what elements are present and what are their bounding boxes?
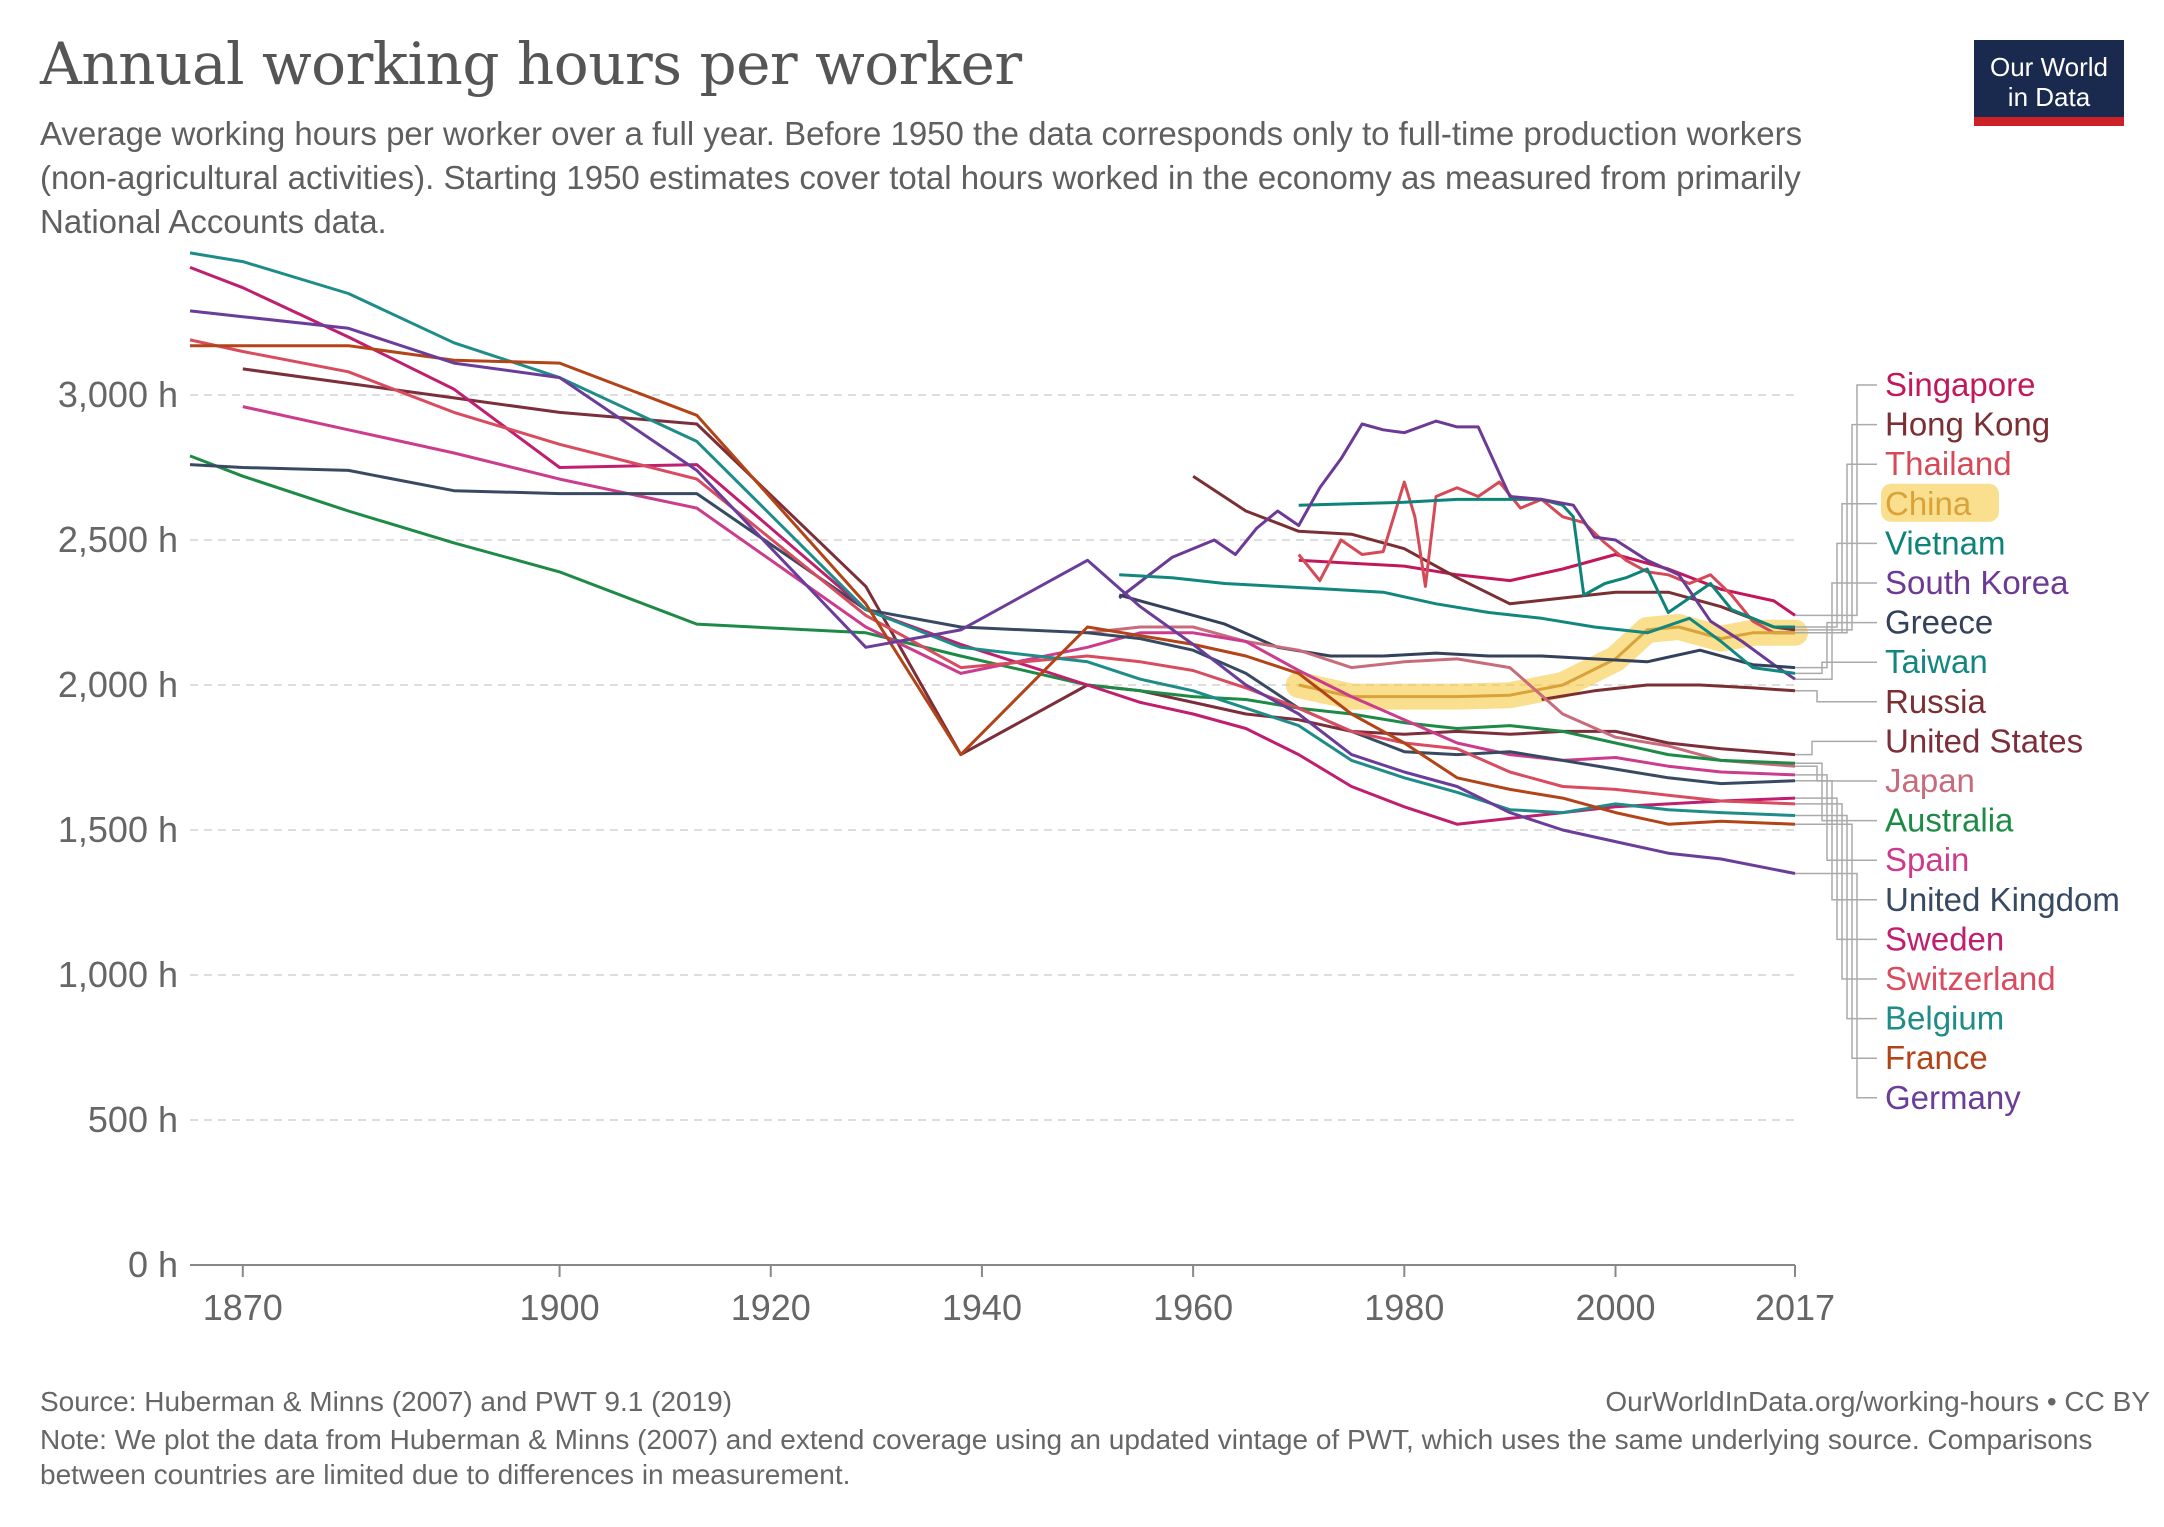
- legend-connector: [1795, 762, 1877, 822]
- x-axis: 1870 1900 1920 1940 1960 1980 2000 2017: [190, 1264, 1835, 1328]
- legend-connector: [1795, 661, 1877, 675]
- legend-label[interactable]: United Kingdom: [1885, 881, 2120, 918]
- logo-line-1: Our World: [1990, 52, 2108, 82]
- x-tick-label: 1960: [1153, 1287, 1233, 1328]
- source-text: Source: Huberman & Minns (2007) and PWT …: [40, 1386, 733, 1417]
- legend-connector: [1795, 740, 1877, 756]
- legend-label[interactable]: Taiwan: [1885, 643, 1988, 680]
- series-line[interactable]: [1118, 419, 1796, 681]
- series-line[interactable]: [1298, 625, 1795, 699]
- series-line[interactable]: [190, 344, 1796, 826]
- legend-label[interactable]: Germany: [1885, 1079, 2021, 1116]
- x-tick-label: 1920: [731, 1287, 811, 1328]
- series-layer: [189, 251, 1796, 875]
- series-line[interactable]: [1087, 625, 1796, 768]
- legend-label[interactable]: Russia: [1885, 683, 1987, 720]
- grid-layer: [190, 394, 1795, 1121]
- y-tick-label: 2,500 h: [58, 519, 178, 560]
- legend-label[interactable]: Thailand: [1885, 445, 2012, 482]
- logo-line-2: in Data: [2007, 82, 2091, 112]
- y-tick-label: 0 h: [128, 1244, 178, 1285]
- series-line[interactable]: [242, 405, 1796, 777]
- series-line[interactable]: [189, 265, 1796, 826]
- series-line[interactable]: [1119, 573, 1796, 675]
- y-tick-label: 3,000 h: [58, 374, 178, 415]
- legend-connector: [1795, 503, 1877, 634]
- x-tick-label: 1980: [1364, 1287, 1444, 1328]
- chart-title: Annual working hours per worker: [40, 30, 1022, 98]
- x-tick-label: 1870: [203, 1287, 283, 1328]
- legend-label[interactable]: Japan: [1885, 762, 1975, 799]
- owid-logo[interactable]: Our World in Data: [1974, 40, 2124, 126]
- legend-label[interactable]: Spain: [1885, 841, 1969, 878]
- legend-label[interactable]: Hong Kong: [1885, 406, 2050, 443]
- legend-connector: [1795, 803, 1877, 980]
- series-line[interactable]: [242, 367, 1796, 757]
- legend-label[interactable]: Belgium: [1885, 1000, 2004, 1037]
- legend-label[interactable]: China: [1885, 485, 1972, 522]
- legend-connector: [1795, 463, 1877, 634]
- x-tick-label: 1900: [520, 1287, 600, 1328]
- x-tick-label: 2000: [1575, 1287, 1655, 1328]
- x-tick-label: 2017: [1755, 1287, 1835, 1328]
- y-tick-label: 1,000 h: [58, 954, 178, 995]
- series-line[interactable]: [189, 338, 1796, 806]
- legend-label[interactable]: South Korea: [1885, 564, 2069, 601]
- series-line[interactable]: [1541, 683, 1796, 701]
- y-tick-label: 500 h: [88, 1099, 178, 1140]
- legend-connector: [1795, 797, 1877, 941]
- legend-connector: [1795, 765, 1877, 782]
- chart-subtitle: Average working hours per worker over a …: [40, 115, 1803, 240]
- series-line[interactable]: [1298, 553, 1796, 617]
- legend-connector: [1795, 779, 1877, 901]
- legend-connector: [1795, 542, 1877, 628]
- y-tick-label: 2,000 h: [58, 664, 178, 705]
- series-line[interactable]: [189, 463, 1796, 786]
- legend-label[interactable]: Switzerland: [1885, 960, 2056, 997]
- y-tick-label: 1,500 h: [58, 809, 178, 850]
- x-tick-label: 1940: [942, 1287, 1022, 1328]
- series-line[interactable]: [1297, 480, 1795, 635]
- legend-label[interactable]: France: [1885, 1039, 1988, 1076]
- series-line[interactable]: [1118, 593, 1796, 670]
- note-text: Note: We plot the data from Huberman & M…: [40, 1424, 2093, 1490]
- series-line[interactable]: [1192, 474, 1796, 632]
- legend-label[interactable]: United States: [1885, 722, 2083, 759]
- legend-connector: [1795, 582, 1877, 680]
- legend-connector: [1795, 774, 1877, 861]
- legend-label[interactable]: Australia: [1885, 802, 2014, 839]
- legend-label[interactable]: Singapore: [1885, 366, 2035, 403]
- y-axis: 0 h 500 h 1,000 h 1,500 h 2,000 h 2,500 h 3,00…: [58, 374, 178, 1285]
- legend-connector: [1795, 621, 1877, 669]
- legend-label[interactable]: Vietnam: [1885, 524, 2005, 561]
- legend-connector: [1795, 423, 1877, 631]
- legend-connector: [1795, 690, 1877, 703]
- legend-highlight: [1881, 483, 1999, 522]
- series-line[interactable]: [189, 309, 1796, 875]
- legend-connector: [1795, 823, 1877, 1059]
- legend-label[interactable]: Greece: [1885, 604, 1993, 641]
- legend-connector: [1795, 872, 1877, 1099]
- credit-link[interactable]: OurWorldInData.org/working-hours • CC BY: [1605, 1386, 2150, 1417]
- legend-connector: [1795, 814, 1877, 1020]
- series-line[interactable]: [1298, 497, 1795, 629]
- legend-label[interactable]: Sweden: [1885, 920, 2004, 957]
- legend-connector: [1795, 384, 1877, 617]
